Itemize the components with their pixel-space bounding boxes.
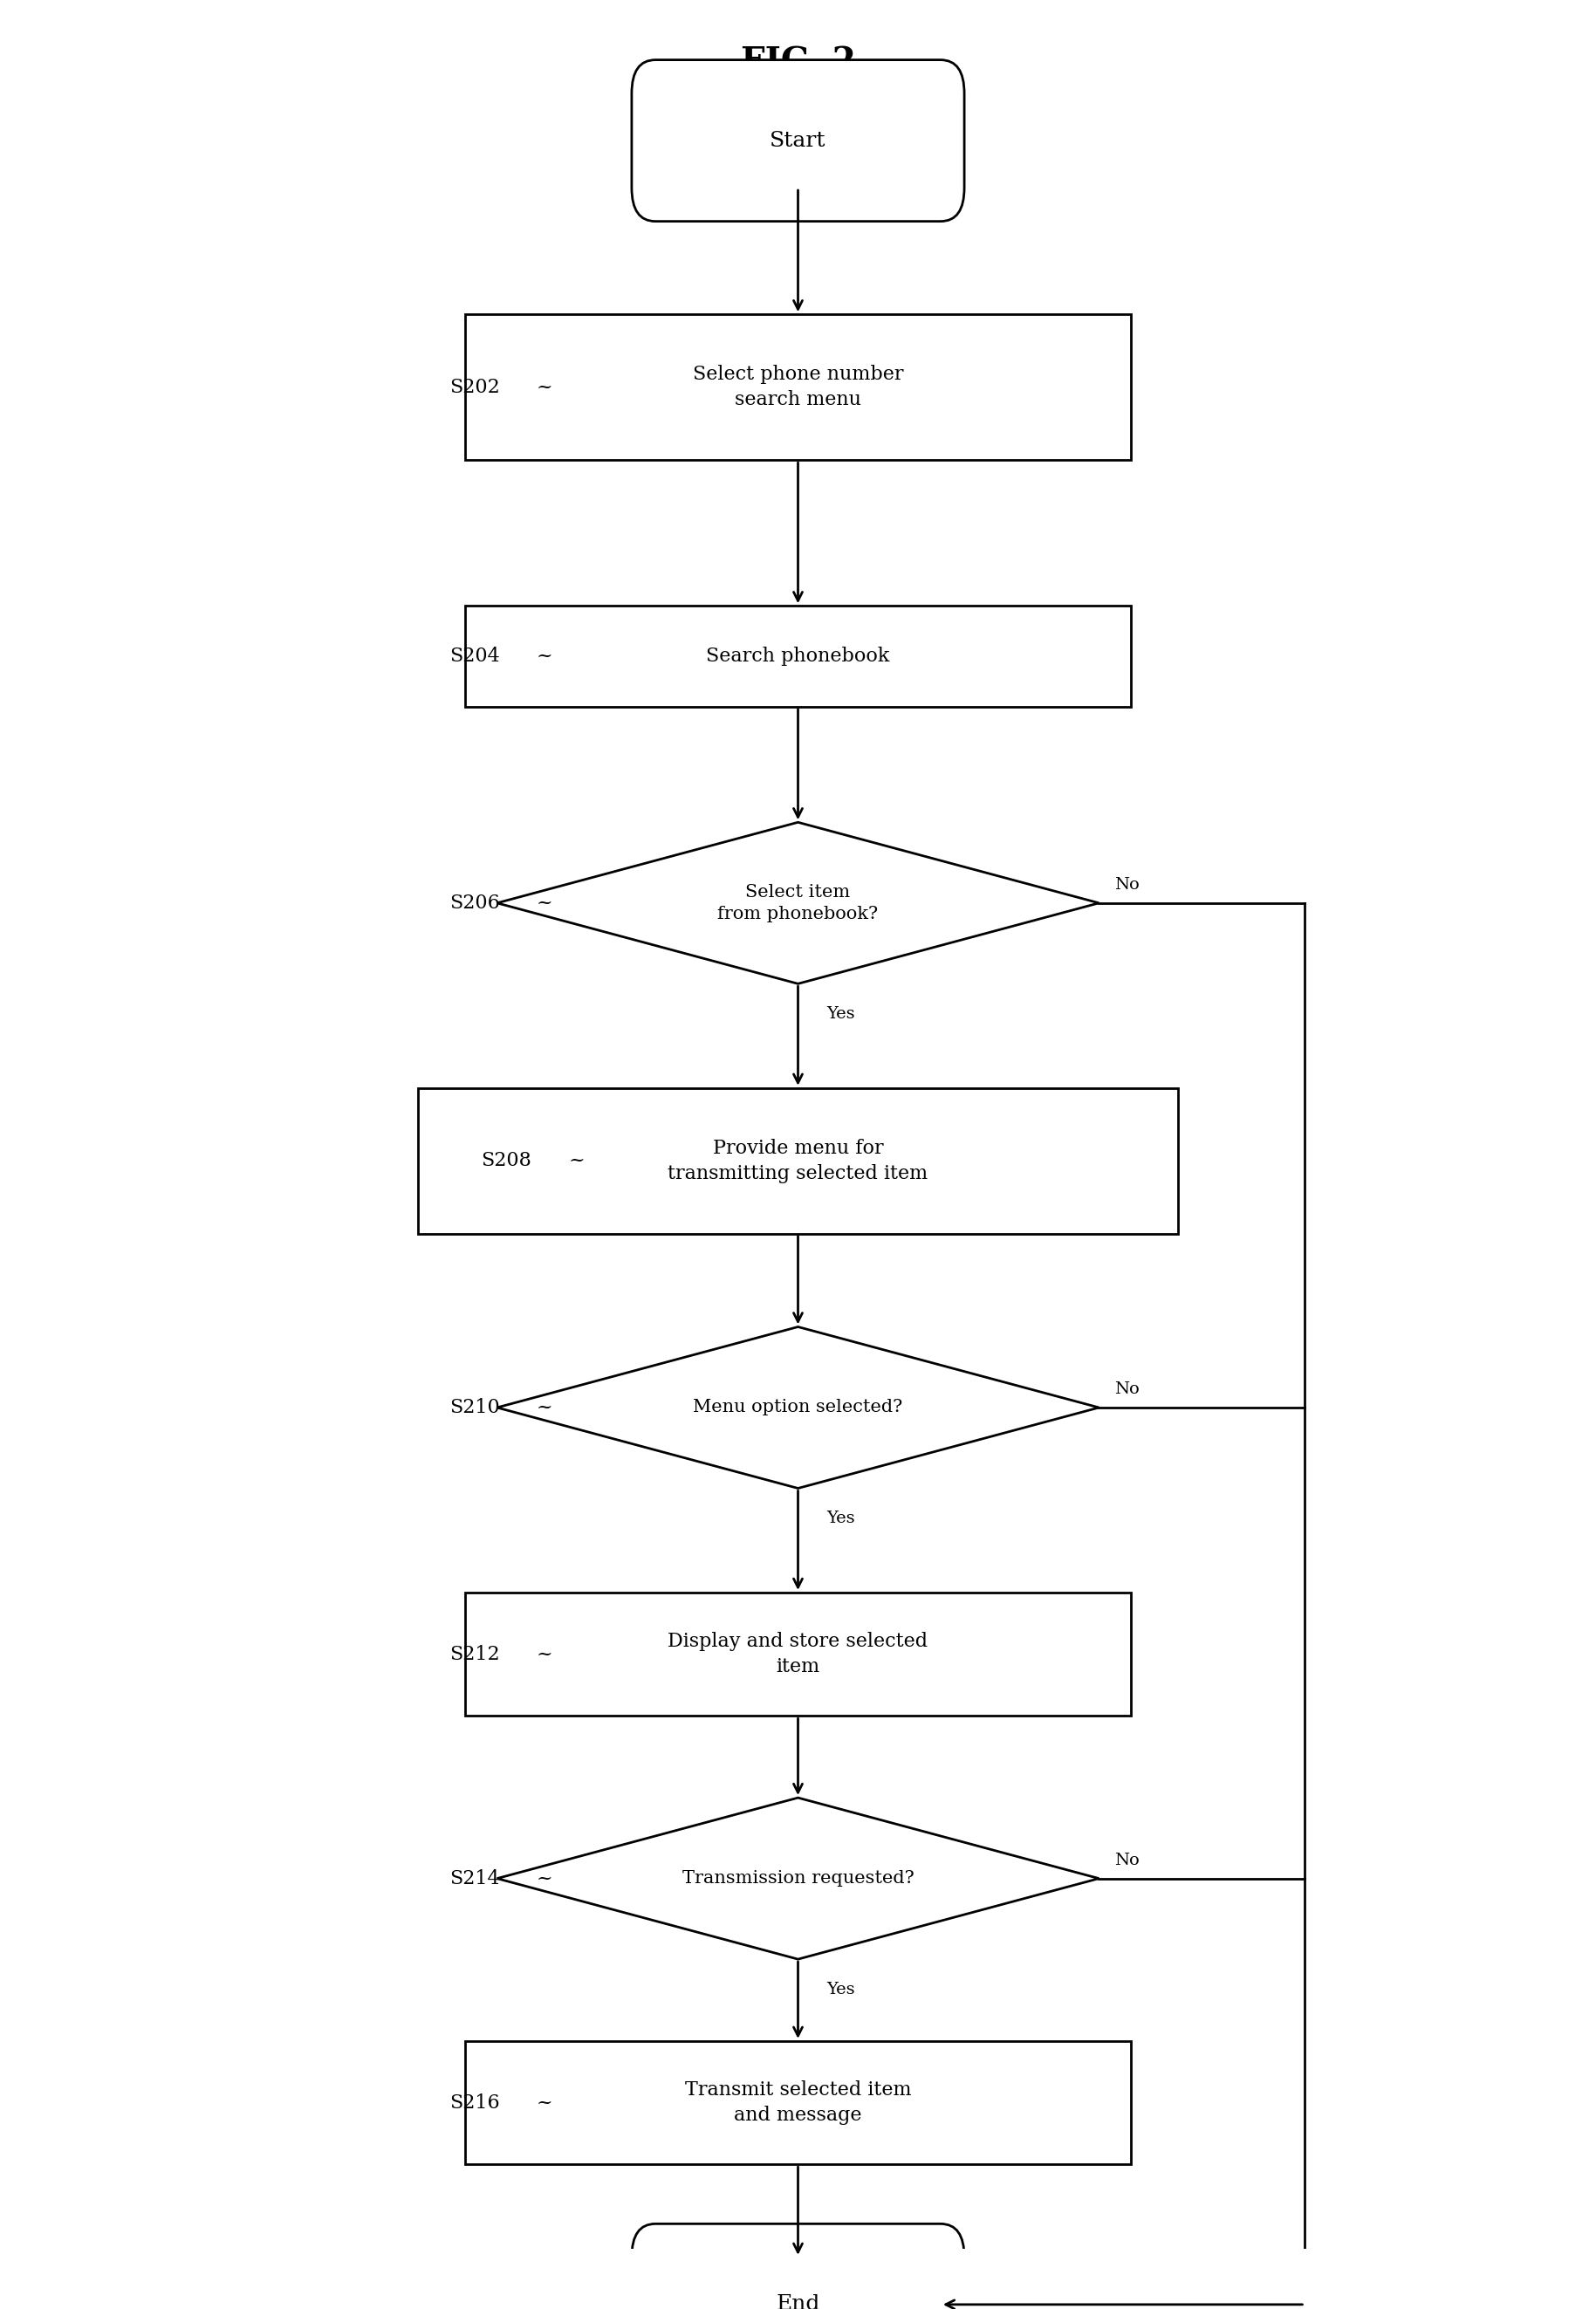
Text: ~: ~ [536,379,552,397]
Text: ~: ~ [536,894,552,912]
FancyBboxPatch shape [418,1088,1178,1233]
FancyBboxPatch shape [466,2041,1130,2164]
Text: ~: ~ [536,1397,552,1418]
PathPatch shape [496,822,1100,984]
FancyBboxPatch shape [466,605,1130,707]
Text: ~: ~ [536,2092,552,2113]
Text: Transmit selected item
and message: Transmit selected item and message [685,2080,911,2124]
Text: S206: S206 [450,894,500,912]
Text: Yes: Yes [827,1981,855,1997]
Text: S208: S208 [482,1152,531,1171]
Text: Transmission requested?: Transmission requested? [681,1870,915,1886]
FancyBboxPatch shape [466,314,1130,459]
Text: No: No [1114,1381,1140,1397]
Text: No: No [1114,1852,1140,1868]
Text: Menu option selected?: Menu option selected? [693,1399,903,1415]
FancyBboxPatch shape [632,2224,964,2309]
FancyBboxPatch shape [466,1593,1130,1716]
Text: S214: S214 [450,1868,500,1889]
Text: S204: S204 [450,647,500,665]
Text: ~: ~ [536,647,552,665]
PathPatch shape [496,1328,1100,1489]
FancyBboxPatch shape [632,60,964,222]
Text: S212: S212 [450,1644,500,1665]
Text: FIG. 2: FIG. 2 [741,46,855,79]
Text: ~: ~ [536,1644,552,1665]
Text: No: No [1114,877,1140,894]
Text: Provide menu for
transmitting selected item: Provide menu for transmitting selected i… [669,1138,927,1182]
Text: End: End [776,2295,820,2309]
Text: Search phonebook: Search phonebook [705,647,891,665]
Text: Display and store selected
item: Display and store selected item [669,1632,927,1676]
Text: Yes: Yes [827,1510,855,1526]
Text: S210: S210 [450,1397,500,1418]
Text: S202: S202 [450,379,500,397]
Text: Start: Start [769,132,827,150]
Text: Select item
from phonebook?: Select item from phonebook? [718,884,878,921]
Text: ~: ~ [536,1868,552,1889]
Text: Yes: Yes [827,1007,855,1023]
PathPatch shape [496,1799,1100,1960]
Text: Select phone number
search menu: Select phone number search menu [693,365,903,409]
Text: S216: S216 [450,2092,500,2113]
Text: ~: ~ [568,1152,584,1171]
